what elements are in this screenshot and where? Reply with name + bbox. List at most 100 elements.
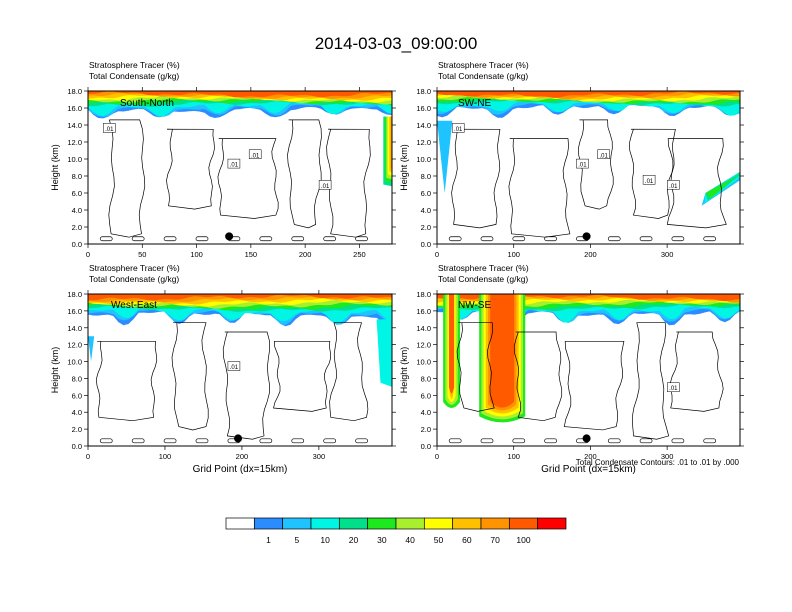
y-tick-label: 12.0 (67, 341, 82, 350)
low-cloud-contour (259, 438, 273, 444)
x-tick-label: 200 (584, 250, 597, 259)
low-cloud-contour (512, 236, 526, 242)
y-tick-label: 8.0 (421, 172, 431, 181)
contour-label: .01 (669, 184, 678, 190)
low-cloud-contour (323, 236, 337, 242)
contour-label: .01 (578, 163, 587, 169)
cloud-contour (222, 331, 271, 440)
section-label: South-North (120, 98, 174, 109)
contour-label: .01 (454, 127, 463, 133)
panel-subtitle-condensate: Total Condensate (g/kg) (89, 274, 179, 284)
x-tick-label: 0 (86, 452, 90, 461)
plot-frame (87, 293, 393, 447)
colorbar-swatch (395, 517, 425, 530)
y-tick-label: 14.0 (67, 121, 82, 130)
x-tick-label: 100 (507, 452, 520, 461)
x-tick-label: 0 (86, 250, 90, 259)
tracer-band-100 (88, 91, 392, 98)
intrusion-2-band (490, 294, 515, 408)
colorbar-level-label: 50 (434, 535, 444, 545)
cloud-contour (670, 331, 724, 412)
y-tick-label: 4.0 (421, 408, 431, 417)
contour-label-box (318, 180, 332, 190)
cloud-contour (171, 322, 209, 431)
x-tick-label: 300 (661, 452, 674, 461)
y-axis-label: Height (km) (399, 347, 409, 394)
low-cloud-contour (544, 438, 557, 444)
plot-area: .01 .01 .01 .01 .01 (437, 91, 740, 244)
colorbar-level-label: 20 (349, 535, 359, 545)
x-axis-label: Grid Point (dx=15km) (541, 464, 636, 475)
panel-subtitle-condensate: Total Condensate (g/kg) (438, 274, 528, 284)
colorbar-level-label: 60 (462, 535, 472, 545)
contour-label-box (451, 123, 465, 133)
edge-intrusion-band (88, 336, 95, 362)
cloud-contour (287, 119, 322, 229)
section-label: SW-NE (458, 98, 491, 109)
low-cloud-contour (355, 236, 368, 242)
cloud-contour (166, 128, 215, 210)
low-cloud-contour (291, 438, 305, 444)
y-tick-label: 10.0 (416, 358, 431, 367)
contour-label: .01 (251, 153, 260, 159)
colorbar-swatch (310, 517, 340, 530)
y-tick-label: 2.0 (421, 425, 431, 434)
cloud-contour (95, 340, 158, 422)
low-cloud-contour (131, 236, 145, 242)
y-tick-label: 14.0 (416, 324, 431, 333)
contour-label: .01 (645, 179, 654, 185)
low-cloud-contour (99, 236, 113, 242)
plot-area: .01 (88, 294, 392, 446)
x-tick-label: 0 (435, 250, 439, 259)
contour-label-box (597, 149, 610, 159)
colorbar-swatch (253, 517, 284, 530)
tracer-band-100 (437, 91, 740, 98)
low-cloud-contour (163, 236, 177, 242)
section-label: NW-SE (458, 300, 491, 311)
colorbar-level-label: 10 (320, 535, 330, 545)
y-tick-label: 2.0 (72, 223, 82, 232)
cloud-contour (108, 119, 146, 238)
colorbar-swatch (508, 517, 539, 530)
y-tick-label: 2.0 (421, 223, 431, 232)
y-tick-label: 8.0 (72, 172, 82, 181)
cloud-contour (217, 138, 279, 219)
colorbar-level-label: 70 (490, 535, 500, 545)
low-cloud-contour (480, 236, 494, 242)
panels-group: .01 .01 .01 .01 0.0 2.0 4.0 6.0 8.0 10.0 12.0 14.0 1… (50, 60, 744, 475)
y-tick-label: 14.0 (67, 324, 82, 333)
plot-frame (436, 90, 741, 245)
low-cloud-contour (448, 236, 462, 242)
colorbar-swatch (537, 517, 567, 530)
y-tick-label: 16.0 (67, 104, 82, 113)
low-cloud-contour (323, 438, 337, 444)
low-cloud-contour (355, 438, 368, 444)
low-cloud-contour (671, 236, 685, 242)
contour-label: .01 (669, 386, 678, 392)
y-tick-label: 4.0 (421, 206, 431, 215)
cloud-contour (666, 138, 727, 229)
x-tick-label: 200 (236, 452, 249, 461)
contour-label: .01 (230, 365, 239, 371)
panel-subtitle-tracer: Stratosphere Tracer (%) (438, 263, 529, 273)
low-cloud-contour (703, 236, 717, 242)
low-cloud-contour (512, 438, 526, 444)
colorbar-level-label: 100 (516, 535, 530, 545)
contour-label-box (667, 180, 680, 190)
cloud-contour (273, 340, 332, 412)
y-tick-label: 18.0 (416, 290, 431, 299)
colorbar-swatch (338, 517, 369, 530)
low-cloud-contour (163, 438, 177, 444)
low-cloud-contour (671, 438, 685, 444)
figure-title: 2014-03-03_09:00:00 (315, 34, 478, 53)
y-tick-label: 8.0 (72, 374, 82, 383)
cloud-contour (631, 322, 670, 440)
y-tick-label: 2.0 (72, 425, 82, 434)
colorbar: 1 5 10 20 30 40 50 60 70 100 (225, 517, 567, 545)
colorbar-level-label: 5 (294, 535, 299, 545)
tracer-band-100 (88, 294, 392, 301)
cloud-contour (329, 322, 369, 422)
intrusion-1-band (449, 294, 455, 394)
cloud-contour (577, 119, 614, 210)
